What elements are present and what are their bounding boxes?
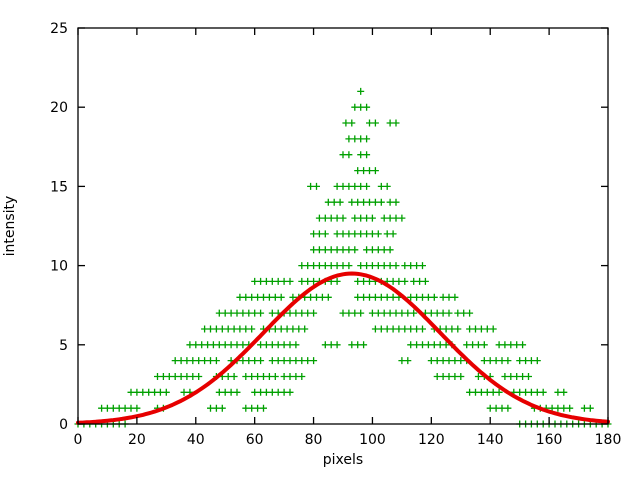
x-tick-label: 100 (359, 432, 386, 448)
x-tick-label: 0 (74, 432, 83, 448)
x-tick-label: 40 (187, 432, 205, 448)
x-axis-label: pixels (322, 452, 364, 468)
x-tick-label: 60 (246, 432, 264, 448)
y-tick-label: 20 (50, 100, 68, 116)
x-tick-label: 140 (477, 432, 504, 448)
x-tick-label: 80 (305, 432, 323, 448)
y-tick-label: 15 (50, 179, 68, 195)
x-tick-label: 20 (128, 432, 146, 448)
x-tick-label: 180 (595, 432, 622, 448)
y-tick-label: 10 (50, 259, 68, 275)
x-tick-label: 160 (536, 432, 563, 448)
plot-border (77, 27, 609, 425)
tick-labels: 0 20 40 60 80 100 120 140 160 180 0 5 10 15 20 25 (50, 21, 621, 448)
fit-curve-gaussian-fit (76, 271, 610, 425)
y-tick-label: 0 (59, 417, 68, 433)
y-axis-label: intensity (2, 195, 18, 257)
axis-ticks (77, 27, 609, 425)
scatter-points-measured-intensity (74, 87, 612, 428)
y-tick-label: 25 (50, 21, 68, 37)
x-tick-label: 120 (418, 432, 445, 448)
y-tick-label: 5 (59, 338, 68, 354)
